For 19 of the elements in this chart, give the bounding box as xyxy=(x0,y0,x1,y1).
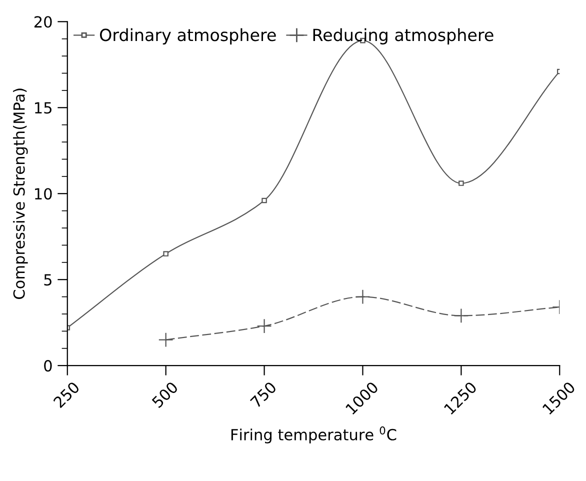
point xyxy=(355,289,370,304)
point xyxy=(454,308,469,324)
x-tick-label: 750 xyxy=(250,381,278,408)
point xyxy=(163,251,168,256)
x-tick-label: 500 xyxy=(151,381,179,408)
y-tick-label: 5 xyxy=(44,274,52,286)
point xyxy=(256,318,272,334)
x-axis-title: Firing temperature $^{0}$C xyxy=(231,426,396,444)
legend-label: Ordinary atmosphere xyxy=(100,28,276,44)
y-axis-title: Compressive Strength(MPa) xyxy=(13,88,28,299)
y-tick-label: 20 xyxy=(34,16,52,28)
point xyxy=(262,198,267,204)
point xyxy=(158,332,174,348)
y-tick-label: 0 xyxy=(44,360,52,372)
point xyxy=(458,180,464,186)
legend-label: Reducing atmosphere xyxy=(313,28,494,44)
y-tick-label: 10 xyxy=(35,188,52,200)
y-tick-label: 15 xyxy=(35,102,52,114)
x-tick-label: 250 xyxy=(52,381,80,408)
